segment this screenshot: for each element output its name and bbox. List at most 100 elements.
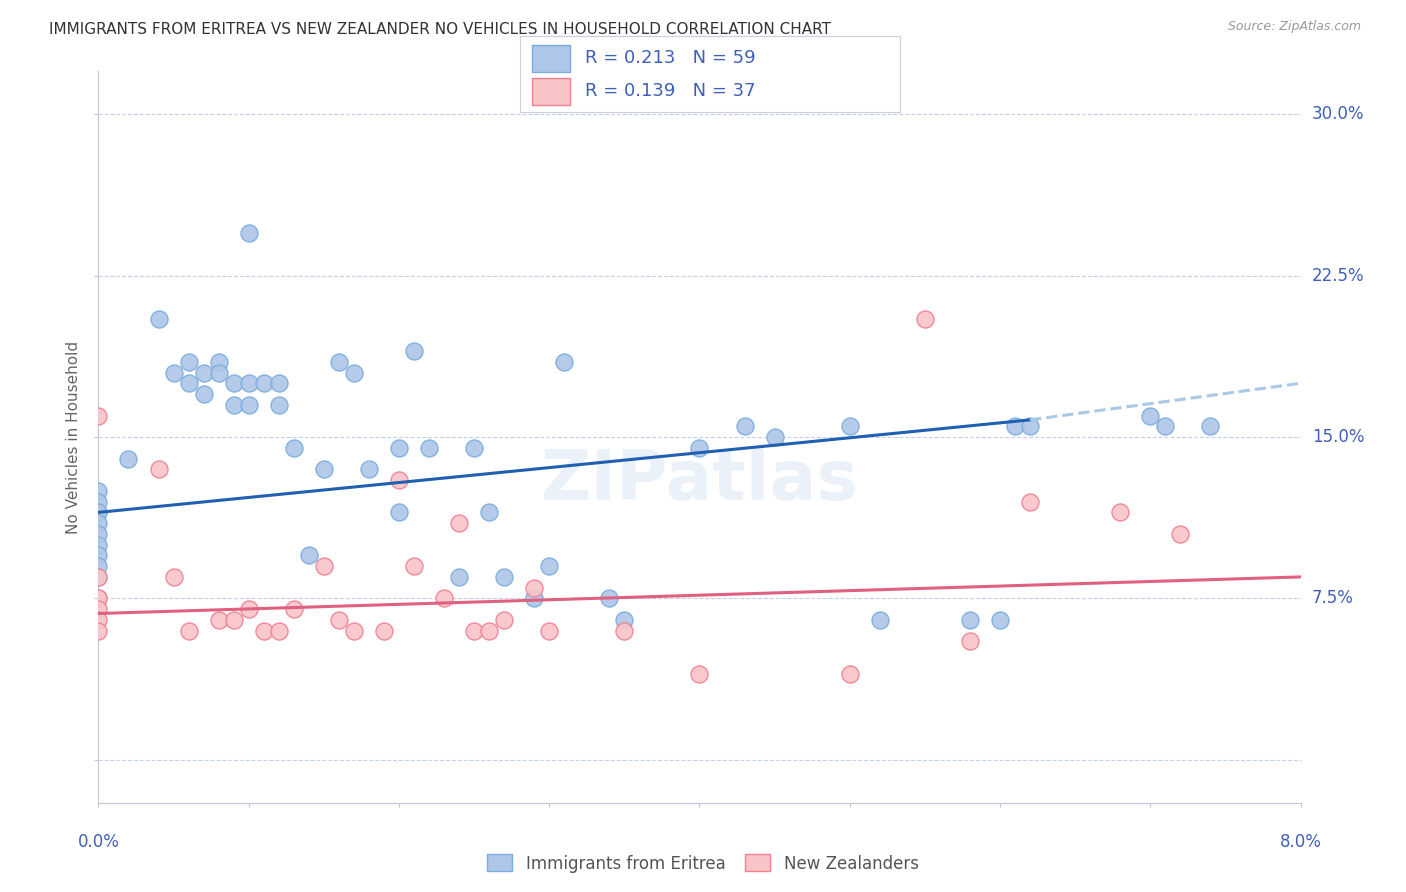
Text: 7.5%: 7.5% bbox=[1312, 590, 1354, 607]
Point bbox=[148, 311, 170, 326]
Point bbox=[1019, 494, 1042, 508]
Point bbox=[402, 559, 425, 574]
Point bbox=[87, 570, 110, 584]
Point bbox=[1154, 419, 1177, 434]
Point bbox=[328, 355, 350, 369]
Point bbox=[598, 591, 620, 606]
Point bbox=[222, 613, 245, 627]
Point bbox=[357, 462, 380, 476]
Text: R = 0.213   N = 59: R = 0.213 N = 59 bbox=[585, 49, 755, 68]
Point bbox=[613, 613, 636, 627]
Point bbox=[87, 516, 110, 530]
Point bbox=[494, 570, 516, 584]
Point bbox=[87, 494, 110, 508]
Point bbox=[523, 581, 546, 595]
Point bbox=[478, 624, 501, 638]
Point bbox=[87, 570, 110, 584]
Point bbox=[1109, 505, 1132, 519]
Point bbox=[388, 473, 411, 487]
Point bbox=[87, 483, 110, 498]
Point bbox=[734, 419, 756, 434]
Point bbox=[298, 549, 321, 563]
Point bbox=[838, 419, 860, 434]
Point bbox=[538, 559, 561, 574]
Y-axis label: No Vehicles in Household: No Vehicles in Household bbox=[66, 341, 82, 533]
Point bbox=[312, 559, 335, 574]
Point bbox=[988, 613, 1011, 627]
Point bbox=[328, 613, 350, 627]
Point bbox=[87, 559, 110, 574]
FancyBboxPatch shape bbox=[531, 45, 569, 72]
Point bbox=[253, 624, 276, 638]
Point bbox=[253, 376, 276, 391]
Point bbox=[162, 366, 184, 380]
Point bbox=[177, 376, 200, 391]
Point bbox=[87, 624, 110, 638]
Point bbox=[478, 505, 501, 519]
Point bbox=[914, 311, 936, 326]
Point bbox=[208, 366, 231, 380]
Text: 22.5%: 22.5% bbox=[1312, 267, 1364, 285]
Point bbox=[87, 538, 110, 552]
Point bbox=[177, 624, 200, 638]
Point bbox=[373, 624, 395, 638]
Text: ZIPatlas: ZIPatlas bbox=[540, 448, 859, 515]
Point bbox=[238, 226, 260, 240]
Point bbox=[208, 355, 231, 369]
Point bbox=[433, 591, 456, 606]
Point bbox=[283, 602, 305, 616]
Point bbox=[148, 462, 170, 476]
Point bbox=[494, 613, 516, 627]
Point bbox=[763, 430, 786, 444]
Point bbox=[402, 344, 425, 359]
Point bbox=[87, 505, 110, 519]
Point bbox=[177, 355, 200, 369]
Point bbox=[688, 666, 710, 681]
Point bbox=[447, 570, 470, 584]
Point bbox=[267, 398, 290, 412]
Point bbox=[87, 591, 110, 606]
Point bbox=[267, 624, 290, 638]
Point bbox=[87, 549, 110, 563]
Point bbox=[447, 516, 470, 530]
Point bbox=[87, 409, 110, 423]
Point bbox=[388, 441, 411, 455]
Point bbox=[838, 666, 860, 681]
Point bbox=[418, 441, 440, 455]
Point bbox=[463, 441, 485, 455]
Point bbox=[1199, 419, 1222, 434]
Point bbox=[312, 462, 335, 476]
Point bbox=[553, 355, 575, 369]
Text: R = 0.139   N = 37: R = 0.139 N = 37 bbox=[585, 82, 755, 100]
Point bbox=[463, 624, 485, 638]
Point bbox=[162, 570, 184, 584]
Point bbox=[688, 441, 710, 455]
Point bbox=[267, 376, 290, 391]
Point bbox=[238, 602, 260, 616]
Point bbox=[869, 613, 891, 627]
Point bbox=[87, 527, 110, 541]
Point bbox=[388, 505, 411, 519]
Point bbox=[193, 366, 215, 380]
Legend: Immigrants from Eritrea, New Zealanders: Immigrants from Eritrea, New Zealanders bbox=[481, 847, 925, 880]
Point bbox=[343, 366, 366, 380]
Point bbox=[538, 624, 561, 638]
Point bbox=[1019, 419, 1042, 434]
Point bbox=[208, 613, 231, 627]
Point bbox=[959, 634, 981, 648]
Text: 0.0%: 0.0% bbox=[77, 833, 120, 851]
Point bbox=[117, 451, 139, 466]
Text: IMMIGRANTS FROM ERITREA VS NEW ZEALANDER NO VEHICLES IN HOUSEHOLD CORRELATION CH: IMMIGRANTS FROM ERITREA VS NEW ZEALANDER… bbox=[49, 22, 831, 37]
Point bbox=[87, 505, 110, 519]
Point bbox=[1170, 527, 1192, 541]
Point bbox=[1004, 419, 1026, 434]
Text: 15.0%: 15.0% bbox=[1312, 428, 1364, 446]
Point bbox=[87, 613, 110, 627]
Point bbox=[1139, 409, 1161, 423]
Text: 8.0%: 8.0% bbox=[1279, 833, 1322, 851]
Point bbox=[238, 398, 260, 412]
Point bbox=[343, 624, 366, 638]
Point bbox=[613, 624, 636, 638]
Point bbox=[238, 376, 260, 391]
Point bbox=[959, 613, 981, 627]
